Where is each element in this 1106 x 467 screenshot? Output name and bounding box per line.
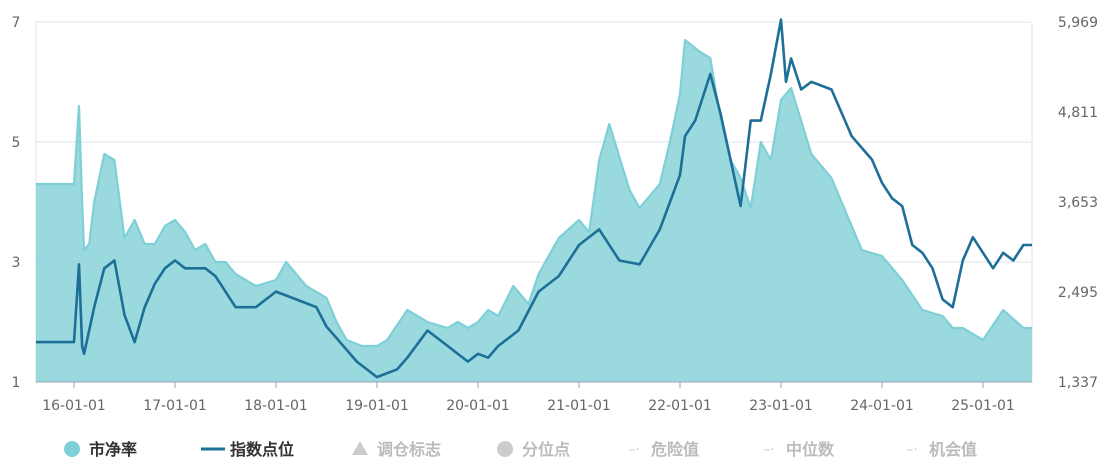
x-tick-label: 16-01-01 xyxy=(42,398,106,414)
legend-item[interactable]: 指数点位 xyxy=(201,440,294,459)
legend-item[interactable]: 分位点 xyxy=(497,440,570,459)
legend-item[interactable]: 调仓标志 xyxy=(352,440,441,459)
y-right-tick-label: 4,811 xyxy=(1058,105,1098,121)
y-right-tick-label: 1,337 xyxy=(1058,375,1098,391)
x-tick-label: 20-01-01 xyxy=(446,398,510,414)
x-tick-label: 24-01-01 xyxy=(850,398,914,414)
pb-area xyxy=(36,40,1032,382)
legend-item[interactable]: 市净率 xyxy=(64,440,137,459)
y-left-tick-label: 7 xyxy=(12,15,21,31)
x-tick-label: 19-01-01 xyxy=(345,398,409,414)
axes: 7 5 3 1 5,969 4,811 3,653 2,495 1,337 16-01-01 17-… xyxy=(12,15,1098,414)
series-layer xyxy=(36,18,1032,382)
legend-label: 危险值 xyxy=(651,440,699,459)
y-left-tick-label: 5 xyxy=(12,135,21,151)
legend-label: 中位数 xyxy=(786,440,835,459)
x-tick-label: 23-01-01 xyxy=(749,398,813,414)
x-tick-label: 25-01-01 xyxy=(951,398,1015,414)
x-tick-label: 17-01-01 xyxy=(143,398,207,414)
legend-dash-icon: –· xyxy=(628,442,639,458)
legend-dash-icon: –· xyxy=(906,442,917,458)
index-line xyxy=(36,18,1032,379)
legend-dash-icon: –· xyxy=(763,442,774,458)
legend-label: 调仓标志 xyxy=(377,440,441,459)
x-tick-label: 21-01-01 xyxy=(547,398,611,414)
legend-item[interactable]: –· 机会值 xyxy=(906,440,977,459)
legend-label: 指数点位 xyxy=(230,440,294,459)
x-tick-label: 18-01-01 xyxy=(244,398,308,414)
y-left-tick-label: 1 xyxy=(12,375,21,391)
legend: 市净率 指数点位 调仓标志 分位点 –· 危险值 –· 中位数 –· 机会值 xyxy=(64,440,977,459)
legend-circle-icon xyxy=(64,441,80,457)
legend-circle-icon xyxy=(497,441,513,457)
legend-label: 机会值 xyxy=(929,440,977,459)
pb-area-edge xyxy=(36,38,1032,348)
x-tick-label: 22-01-01 xyxy=(648,398,712,414)
legend-triangle-icon xyxy=(352,441,368,455)
y-right-tick-label: 5,969 xyxy=(1058,15,1098,31)
y-right-tick-label: 3,653 xyxy=(1058,195,1098,211)
y-right-tick-label: 2,495 xyxy=(1058,285,1098,301)
legend-label: 分位点 xyxy=(522,440,570,459)
legend-item[interactable]: –· 中位数 xyxy=(763,440,835,459)
y-left-tick-label: 3 xyxy=(12,255,21,271)
legend-label: 市净率 xyxy=(89,440,137,459)
legend-item[interactable]: –· 危险值 xyxy=(628,440,699,459)
